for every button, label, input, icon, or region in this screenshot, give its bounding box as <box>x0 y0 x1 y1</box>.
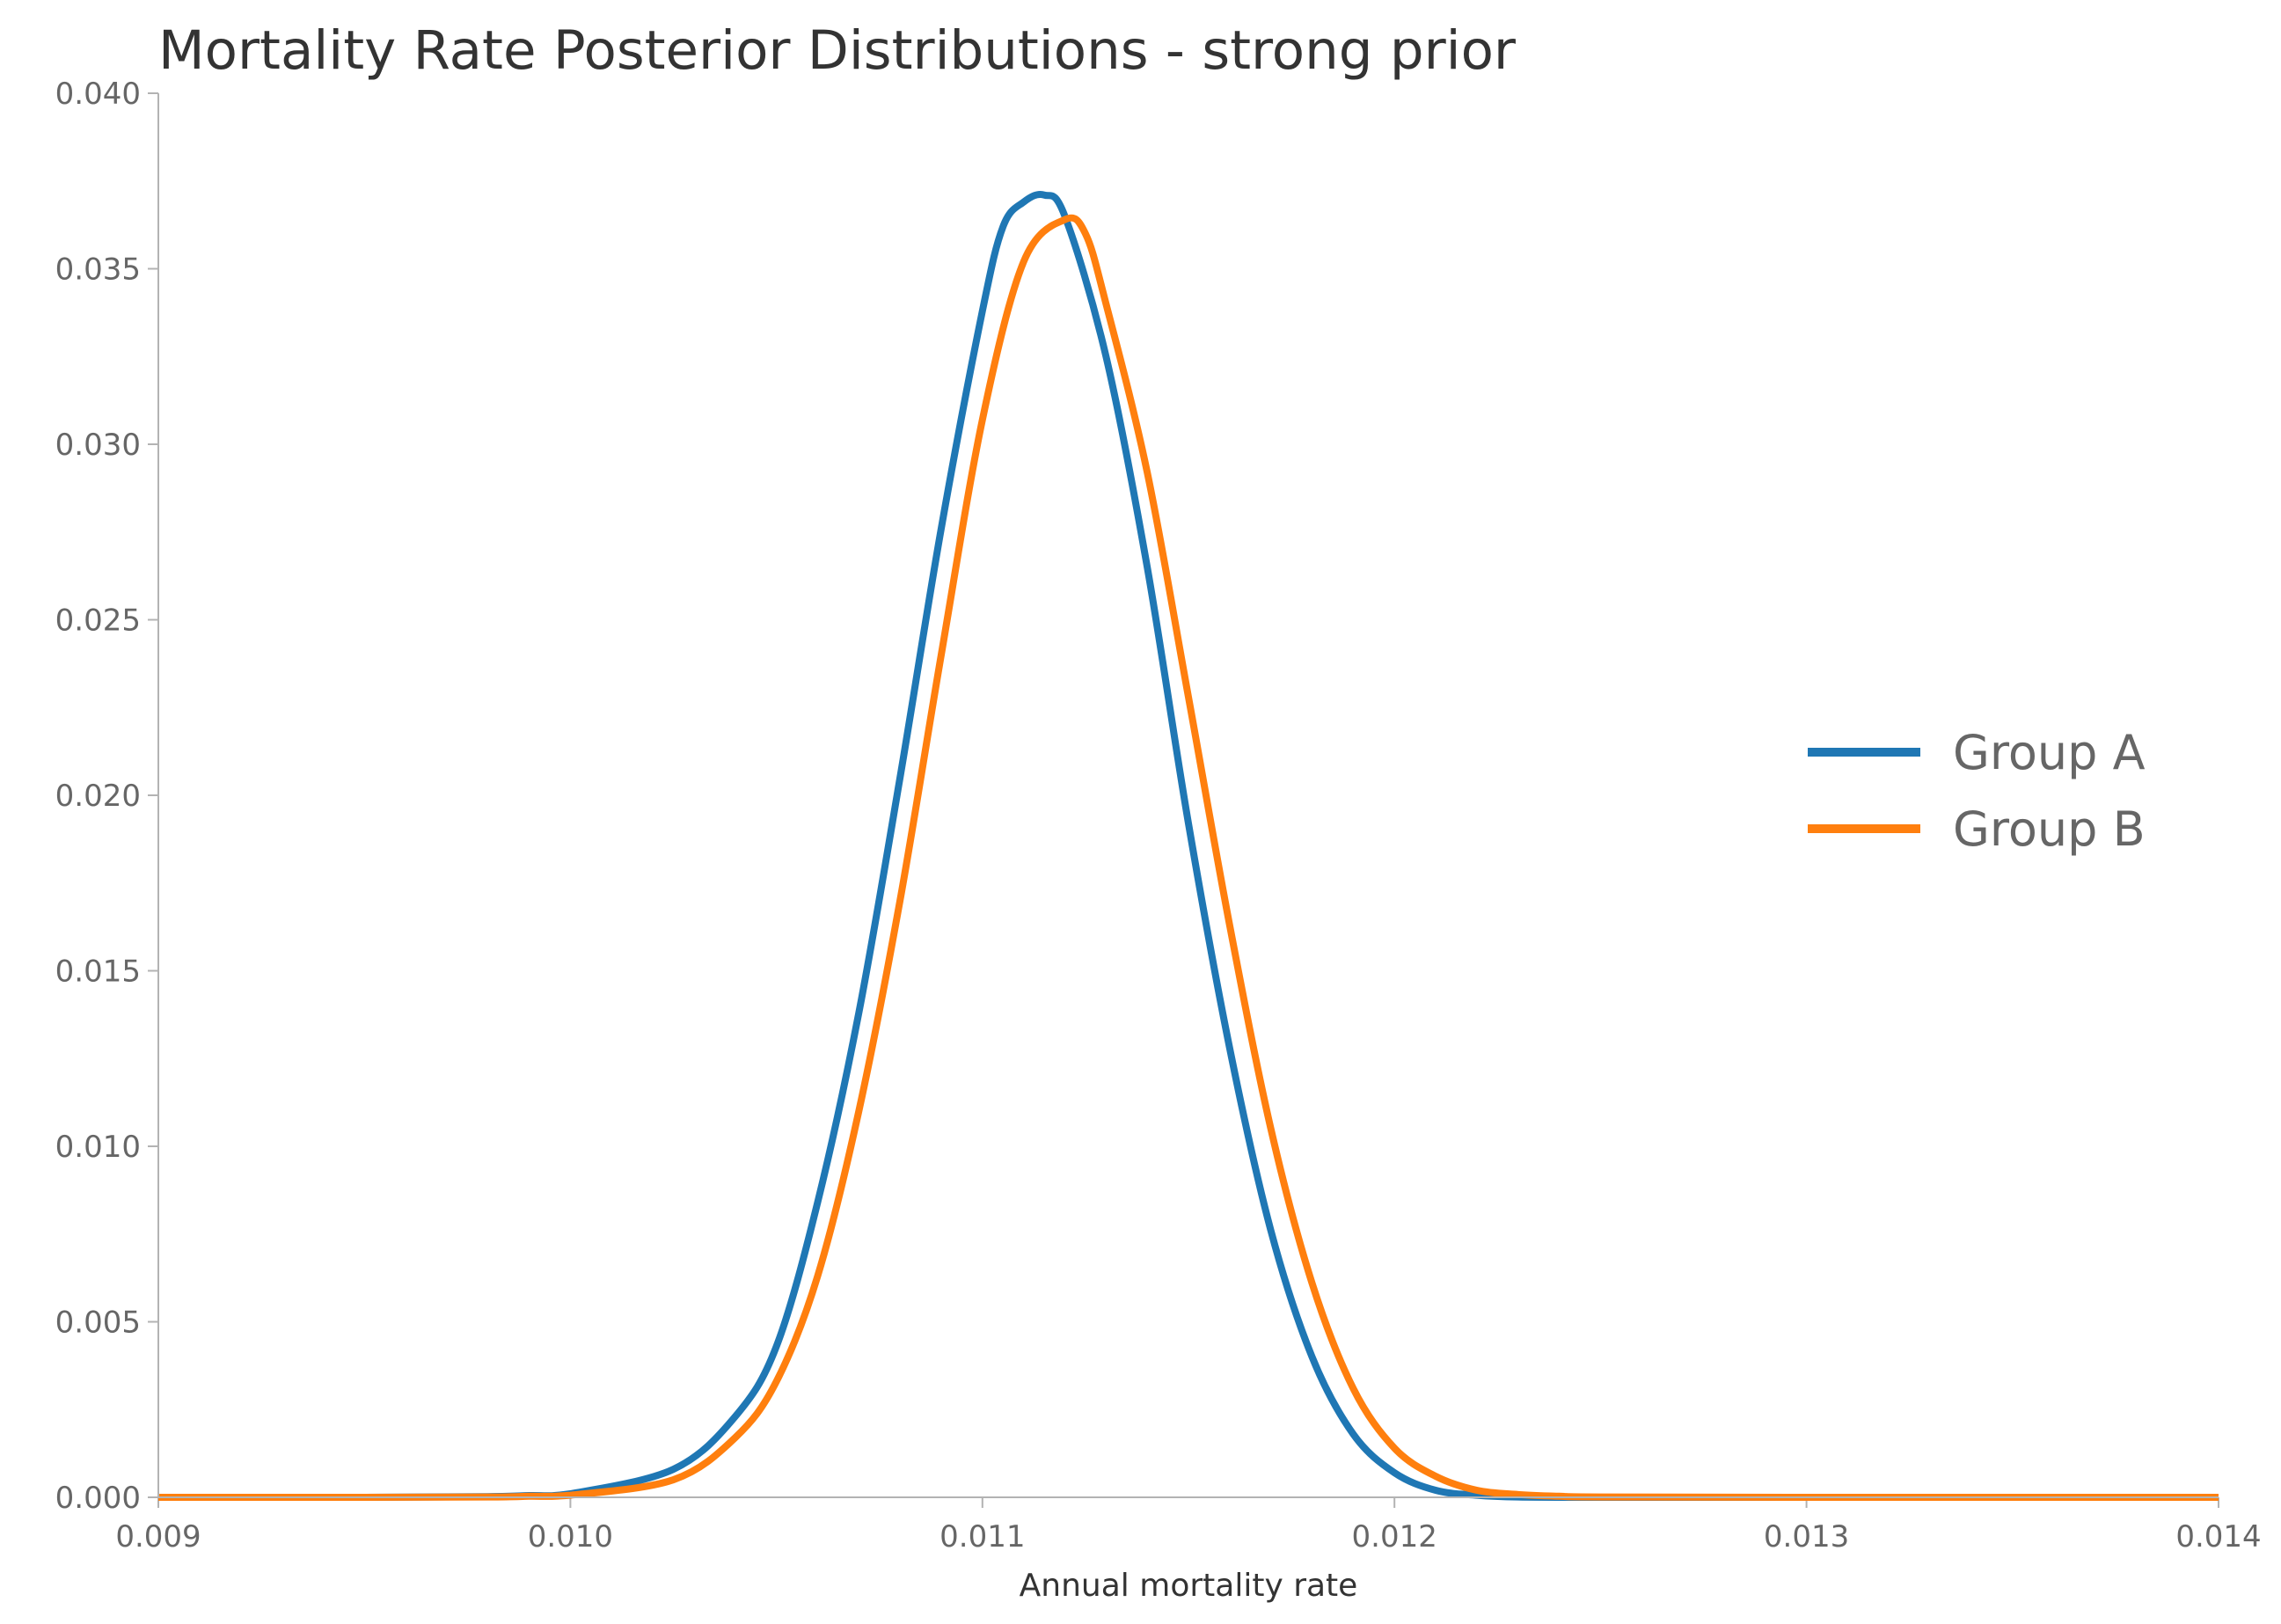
x-axis-label: Annual mortality rate <box>1020 1568 1358 1604</box>
y-tick-label: 0.020 <box>55 779 141 814</box>
y-tick-label: 0.025 <box>55 604 141 639</box>
chart-title: Mortality Rate Posterior Distributions -… <box>158 19 1517 82</box>
x-tick-label: 0.012 <box>1352 1519 1437 1555</box>
series-line-group-b <box>158 214 2219 1502</box>
legend: Group A Group B <box>1808 725 2146 857</box>
series-line-group-a <box>158 190 2219 1502</box>
y-tick-label: 0.030 <box>55 428 141 463</box>
x-tick-label: 0.011 <box>939 1519 1025 1555</box>
x-axis-ticks: 0.009 0.010 0.011 0.012 0.013 0.014 <box>115 1497 2262 1555</box>
y-axis-ticks: 0.000 0.005 0.010 0.015 0.020 0.025 0.030 0.035… <box>55 77 158 1516</box>
x-tick-label: 0.014 <box>2175 1519 2261 1555</box>
x-tick-label: 0.010 <box>528 1519 613 1555</box>
y-tick-label: 0.040 <box>55 77 141 112</box>
legend-label: Group A <box>1953 725 2146 780</box>
legend-label: Group B <box>1953 801 2146 857</box>
y-tick-label: 0.005 <box>55 1306 141 1341</box>
x-tick-label: 0.009 <box>115 1519 201 1555</box>
y-tick-label: 0.000 <box>55 1481 141 1516</box>
y-tick-label: 0.010 <box>55 1130 141 1165</box>
x-tick-label: 0.013 <box>1764 1519 1849 1555</box>
series-layer <box>158 190 2219 1502</box>
y-tick-label: 0.035 <box>55 252 141 288</box>
y-tick-label: 0.015 <box>55 955 141 990</box>
